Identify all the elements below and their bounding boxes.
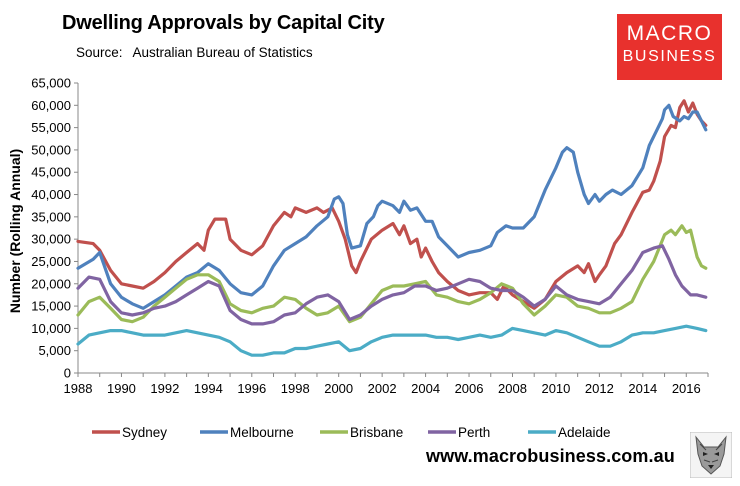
series-line-brisbane: [76, 224, 708, 324]
legend: Sydney Melbourne Brisbane Perth Adelaide: [92, 425, 611, 440]
series-line-perth: [76, 244, 708, 326]
x-tick-label: 2016: [672, 381, 701, 396]
legend-label-perth: Perth: [458, 425, 490, 440]
source-line: Source: Australian Bureau of Statistics: [76, 45, 313, 60]
series-line-sydney: [76, 99, 708, 310]
x-tick-label: 2014: [628, 381, 657, 396]
y-tick-label: 40,000: [31, 187, 71, 202]
y-tick-label: 30,000: [31, 232, 71, 247]
y-tick-label: 60,000: [31, 98, 71, 113]
website-url: www.macrobusiness.com.au: [426, 446, 675, 466]
logo-line-2: BUSINESS: [622, 48, 717, 65]
logo-line-1: MACRO: [626, 22, 713, 45]
y-tick-label: 35,000: [31, 209, 71, 224]
legend-label-sydney: Sydney: [122, 425, 167, 440]
legend-label-melbourne: Melbourne: [230, 425, 294, 440]
legend-label-adelaide: Adelaide: [558, 425, 611, 440]
x-tick-label: 1996: [237, 381, 266, 396]
x-tick-label: 1992: [150, 381, 179, 396]
y-tick-label: 65,000: [31, 76, 71, 91]
x-tick-label: 1990: [107, 381, 136, 396]
wolf-head-icon: [690, 432, 732, 478]
axes: 0 5,000 10,000 15,000 20,000 25,000 30,000 35,0…: [31, 76, 709, 396]
y-tick-label: 10,000: [31, 321, 71, 336]
x-tick-label: 2006: [455, 381, 484, 396]
x-tick-label: 2012: [585, 381, 614, 396]
x-tick-label: 1998: [281, 381, 310, 396]
y-tick-label: 0: [64, 366, 71, 381]
y-tick-label: 15,000: [31, 299, 71, 314]
source-label: Source:: [76, 45, 123, 60]
y-tick-label: 45,000: [31, 165, 71, 180]
series-line-adelaide: [76, 324, 708, 357]
x-tick-label: 2000: [324, 381, 353, 396]
y-tick-label: 50,000: [31, 142, 71, 157]
x-tick-label: 2004: [411, 381, 440, 396]
chart-title: Dwelling Approvals by Capital City: [62, 12, 385, 34]
x-tick-label: 2002: [368, 381, 397, 396]
series-line-melbourne: [76, 103, 708, 310]
y-axis-label: Number (Rolling Annual): [7, 149, 23, 313]
x-tick-label: 1994: [194, 381, 223, 396]
x-tick-label: 2008: [498, 381, 527, 396]
y-tick-label: 55,000: [31, 120, 71, 135]
y-tick-label: 5,000: [38, 343, 71, 358]
y-tick-label: 20,000: [31, 276, 71, 291]
x-tick-label: 2010: [541, 381, 570, 396]
macrobusiness-logo: MACRO BUSINESS: [617, 14, 722, 80]
source-text: Australian Bureau of Statistics: [132, 45, 313, 60]
y-tick-label: 25,000: [31, 254, 71, 269]
series-lines: [76, 99, 708, 357]
x-tick-label: 1988: [64, 381, 93, 396]
legend-label-brisbane: Brisbane: [350, 425, 403, 440]
